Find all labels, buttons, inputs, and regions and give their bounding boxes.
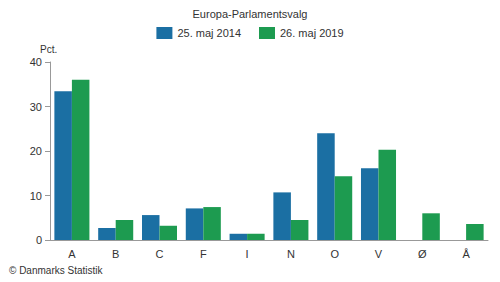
svg-text:C: C xyxy=(156,248,164,260)
svg-text:20: 20 xyxy=(30,145,42,157)
svg-text:V: V xyxy=(375,248,383,260)
svg-text:26. maj 2019: 26. maj 2019 xyxy=(280,27,344,39)
svg-text:25. maj 2014: 25. maj 2014 xyxy=(177,27,241,39)
svg-text:I: I xyxy=(246,248,249,260)
svg-text:Ø: Ø xyxy=(418,248,427,260)
svg-text:© Danmarks Statistik: © Danmarks Statistik xyxy=(9,265,104,276)
svg-text:O: O xyxy=(330,248,339,260)
svg-text:F: F xyxy=(200,248,207,260)
svg-text:Europa-Parlamentsvalg: Europa-Parlamentsvalg xyxy=(193,8,308,20)
svg-text:30: 30 xyxy=(30,101,42,113)
svg-text:10: 10 xyxy=(30,190,42,202)
svg-text:B: B xyxy=(112,248,119,260)
svg-text:Å: Å xyxy=(462,248,470,260)
svg-text:0: 0 xyxy=(36,234,42,246)
svg-text:A: A xyxy=(68,248,76,260)
svg-text:N: N xyxy=(287,248,295,260)
svg-text:Pct.: Pct. xyxy=(40,44,57,55)
svg-text:40: 40 xyxy=(30,56,42,68)
